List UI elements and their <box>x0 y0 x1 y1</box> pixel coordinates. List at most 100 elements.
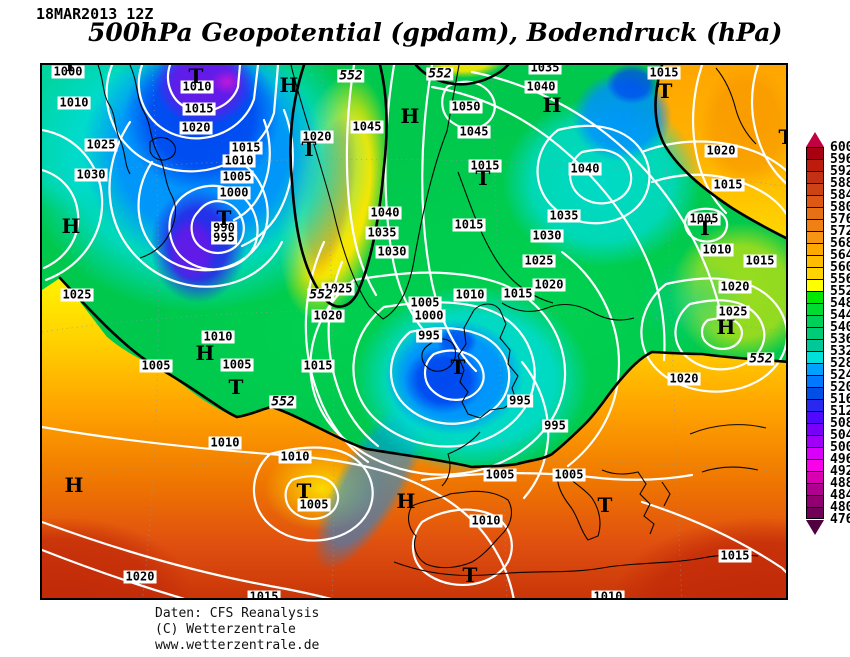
high-marker: H <box>279 73 299 97</box>
isobar-label: 1000 <box>217 185 251 200</box>
legend-color-cell <box>806 207 824 219</box>
low-marker: T <box>779 127 786 147</box>
legend-value: 560 <box>830 260 850 275</box>
low-marker: T <box>228 375 244 399</box>
legend-value: 488 <box>830 476 850 491</box>
map-canvas <box>42 65 786 598</box>
legend-color-cell <box>806 375 824 387</box>
isobar-label: 1020 <box>311 308 345 323</box>
legend-value: 520 <box>830 380 850 395</box>
legend-value: 568 <box>830 236 850 251</box>
legend-colorbar <box>806 147 824 519</box>
isobar-label: 990 <box>211 220 237 235</box>
isobar-label: 1030 <box>530 228 564 243</box>
isobar-label: 1025 <box>716 304 750 319</box>
isobar-label: 1010 <box>201 329 235 344</box>
page-title: 500hPa Geopotential (gpdam), Bodendruck … <box>88 18 783 47</box>
isobar-label: 1020 <box>532 277 566 292</box>
isobar-label: 1010 <box>700 242 734 257</box>
isobar-label: 1020 <box>179 120 213 135</box>
isobar-label: 1015 <box>301 358 335 373</box>
isobar-label: 1050 <box>449 99 483 114</box>
legend-color-cell <box>806 267 824 279</box>
legend-color-cell <box>806 447 824 459</box>
isobar-label: 1010 <box>469 513 503 528</box>
isobar-label: 1010 <box>180 79 214 94</box>
low-marker: T <box>475 166 491 190</box>
low-marker: T <box>216 206 232 230</box>
map-labels-layer: 1000 1010 1025 1030 1010 1015 1020 1015 1010 1005… <box>42 65 786 598</box>
legend-color-cell <box>806 195 824 207</box>
legend-value: 476 <box>830 512 850 527</box>
low-marker: T <box>450 355 466 379</box>
legend-value: 504 <box>830 428 850 443</box>
legend-color-cell <box>806 219 824 231</box>
isobar-label: 1040 <box>368 205 402 220</box>
low-marker: T <box>657 79 673 103</box>
legend-value: 576 <box>830 212 850 227</box>
high-marker: H <box>716 315 736 339</box>
isobar-label: 1010 <box>57 95 91 110</box>
isobar-label: 1005 <box>408 295 442 310</box>
run-datetime: 18MAR2013 12Z <box>36 5 154 23</box>
geopotential-label: 552 <box>269 394 297 410</box>
isobar-label: 1025 <box>522 253 556 268</box>
legend-value: 596 <box>830 152 850 167</box>
high-marker: H <box>61 214 81 238</box>
isobar-label: 1045 <box>350 119 384 134</box>
isobar-label: 1025 <box>84 137 118 152</box>
legend-value: 528 <box>830 356 850 371</box>
high-marker: H <box>396 489 416 513</box>
isobar-label: 1030 <box>375 244 409 259</box>
legend-value: 512 <box>830 404 850 419</box>
geopotential-label: 552 <box>747 351 775 367</box>
isobar-label: 1035 <box>528 63 562 75</box>
isobar-label: 1025 <box>60 287 94 302</box>
legend-color-cell <box>806 471 824 483</box>
legend-color-cell <box>806 255 824 267</box>
legend-color-cell <box>806 399 824 411</box>
isobar-label: 1015 <box>229 140 263 155</box>
legend-color-cell <box>806 291 824 303</box>
legend-color-cell <box>806 279 824 291</box>
legend-value: 532 <box>830 344 850 359</box>
geopotential-label: 552 <box>307 287 335 303</box>
legend-value: 564 <box>830 248 850 263</box>
isobar-label: 1000 <box>412 308 446 323</box>
isobar-label: 1005 <box>687 211 721 226</box>
isobar-label: 1015 <box>501 286 535 301</box>
isobar-label: 1005 <box>220 357 254 372</box>
synoptic-map: 1000 1010 1025 1030 1010 1015 1020 1015 1010 1005… <box>40 63 788 600</box>
legend-color-cell <box>806 363 824 375</box>
isobar-label: 1020 <box>704 143 738 158</box>
high-marker: H <box>195 341 215 365</box>
isobar-label: 1010 <box>208 435 242 450</box>
low-marker: T <box>462 563 478 587</box>
isobar-label: 1020 <box>123 569 157 584</box>
legend-color-cell <box>806 159 824 171</box>
isobar-label: 1010 <box>591 590 625 598</box>
legend-value: 492 <box>830 464 850 479</box>
isobar-label: 1005 <box>552 467 586 482</box>
legend-color-cell <box>806 387 824 399</box>
low-marker: T <box>597 493 613 517</box>
legend-value: 484 <box>830 488 850 503</box>
legend-value: 548 <box>830 296 850 311</box>
low-marker: T <box>188 64 204 88</box>
legend-color-cell <box>806 495 824 507</box>
legend-color-cell <box>806 315 824 327</box>
legend-value: 508 <box>830 416 850 431</box>
isobar-label: 1040 <box>524 79 558 94</box>
isobar-label: 1020 <box>718 279 752 294</box>
geopotential-legend: 600 596 592 588 584 580 576 572 568 564 560 556 552 5… <box>802 131 850 541</box>
isobar-label: 1020 <box>300 129 334 144</box>
legend-color-cell <box>806 351 824 363</box>
isobar-label: 1010 <box>278 449 312 464</box>
low-marker: T <box>301 137 317 161</box>
attribution-copyright: (C) Wetterzentrale <box>155 622 296 637</box>
isobar-label: 995 <box>211 230 237 245</box>
legend-color-cell <box>806 483 824 495</box>
legend-value: 556 <box>830 272 850 287</box>
isobar-label: 1035 <box>547 208 581 223</box>
isobar-label: 1010 <box>453 287 487 302</box>
